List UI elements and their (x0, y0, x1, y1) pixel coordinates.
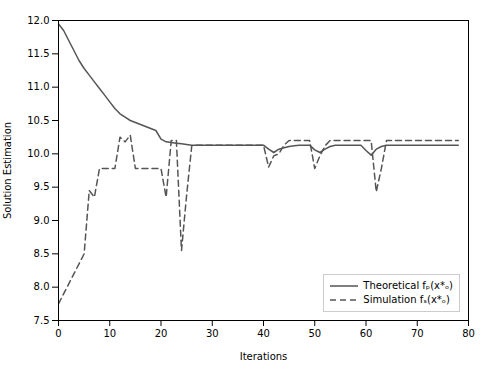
svg-text:30: 30 (206, 328, 219, 339)
svg-text:8.5: 8.5 (34, 248, 50, 259)
svg-text:80: 80 (462, 328, 475, 339)
svg-text:11.0: 11.0 (27, 81, 49, 92)
svg-text:8.0: 8.0 (34, 281, 50, 292)
svg-text:9.5: 9.5 (34, 181, 50, 192)
svg-text:7.5: 7.5 (34, 315, 50, 326)
svg-text:11.5: 11.5 (27, 48, 49, 59)
svg-text:Iterations: Iterations (240, 351, 288, 362)
svg-text:60: 60 (360, 328, 373, 339)
svg-text:0: 0 (55, 328, 61, 339)
svg-text:70: 70 (411, 328, 424, 339)
svg-text:10.0: 10.0 (27, 148, 49, 159)
svg-text:20: 20 (155, 328, 168, 339)
html-text:Theoretical fₚ(x*ₒ): Theoretical fₚ(x*ₒ) (363, 280, 453, 291)
html-text:Simulation fₛ(x*ₒ): Simulation fₛ(x*ₒ) (363, 294, 450, 305)
svg-text:12.0: 12.0 (27, 15, 49, 26)
svg-text:40: 40 (257, 328, 270, 339)
svg-text:9.0: 9.0 (34, 215, 50, 226)
svg-text:Solution Estimation: Solution Estimation (2, 122, 13, 219)
svg-text:10.5: 10.5 (27, 115, 49, 126)
svg-text:10: 10 (103, 328, 116, 339)
svg-text:50: 50 (308, 328, 321, 339)
